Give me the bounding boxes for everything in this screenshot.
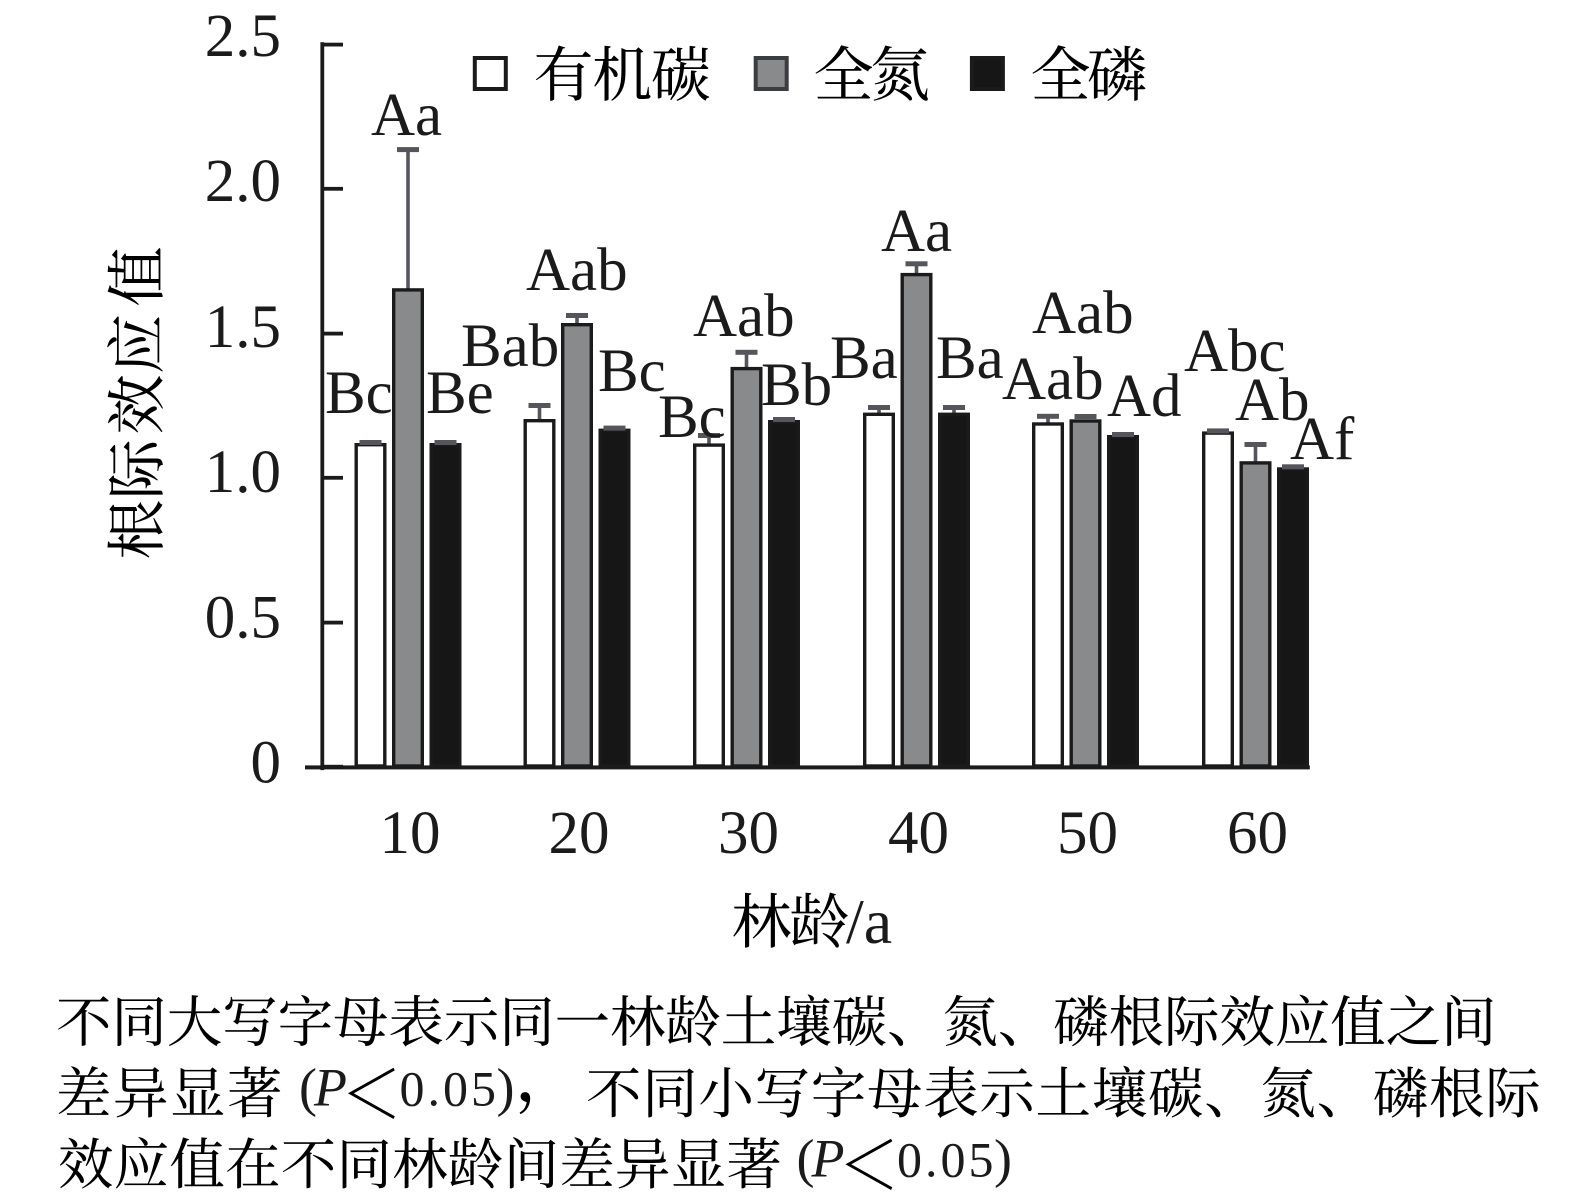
svg-text:1.0: 1.0 bbox=[205, 439, 281, 506]
svg-text:2.0: 2.0 bbox=[205, 148, 281, 215]
svg-text:(: ( bbox=[299, 1058, 317, 1118]
svg-text:Af: Af bbox=[1290, 406, 1355, 473]
svg-text:Ad: Ad bbox=[1107, 363, 1182, 430]
svg-text:Bab: Bab bbox=[461, 313, 559, 380]
svg-text:): ) bbox=[994, 1129, 1012, 1189]
svg-text:Aab: Aab bbox=[1032, 280, 1134, 347]
svg-text:/a: /a bbox=[846, 886, 892, 957]
svg-text:): ) bbox=[497, 1058, 515, 1118]
svg-text:0.5: 0.5 bbox=[205, 585, 281, 652]
svg-text:10: 10 bbox=[380, 800, 441, 867]
svg-text:Abc: Abc bbox=[1184, 318, 1286, 385]
svg-text:30: 30 bbox=[718, 800, 779, 867]
svg-text:Aab: Aab bbox=[526, 237, 628, 304]
svg-text:40: 40 bbox=[888, 800, 949, 867]
svg-text:P: P bbox=[313, 1058, 347, 1118]
svg-text:Aab: Aab bbox=[1002, 346, 1104, 413]
svg-text:Aa: Aa bbox=[881, 198, 952, 265]
svg-text:(: ( bbox=[797, 1129, 815, 1189]
svg-text:Bc: Bc bbox=[325, 360, 393, 427]
svg-text:Bc: Bc bbox=[598, 338, 666, 405]
svg-text:0.05: 0.05 bbox=[897, 1132, 997, 1188]
svg-text:20: 20 bbox=[549, 800, 610, 867]
svg-text:Bc: Bc bbox=[658, 384, 726, 451]
svg-text:0.05: 0.05 bbox=[400, 1061, 500, 1117]
svg-text:P: P bbox=[811, 1129, 845, 1189]
svg-text:1.5: 1.5 bbox=[205, 294, 281, 361]
svg-text:Aab: Aab bbox=[693, 283, 795, 350]
svg-text:Bb: Bb bbox=[761, 352, 832, 419]
svg-text:0: 0 bbox=[251, 730, 282, 797]
svg-text:Be: Be bbox=[426, 360, 494, 427]
svg-text:Ab: Ab bbox=[1235, 367, 1310, 434]
svg-text:Ba: Ba bbox=[830, 325, 898, 392]
svg-text:60: 60 bbox=[1227, 800, 1288, 867]
svg-text:Ba: Ba bbox=[936, 325, 1004, 392]
svg-text:2.5: 2.5 bbox=[205, 3, 281, 70]
svg-text:Aa: Aa bbox=[371, 82, 442, 149]
svg-text:50: 50 bbox=[1057, 800, 1118, 867]
